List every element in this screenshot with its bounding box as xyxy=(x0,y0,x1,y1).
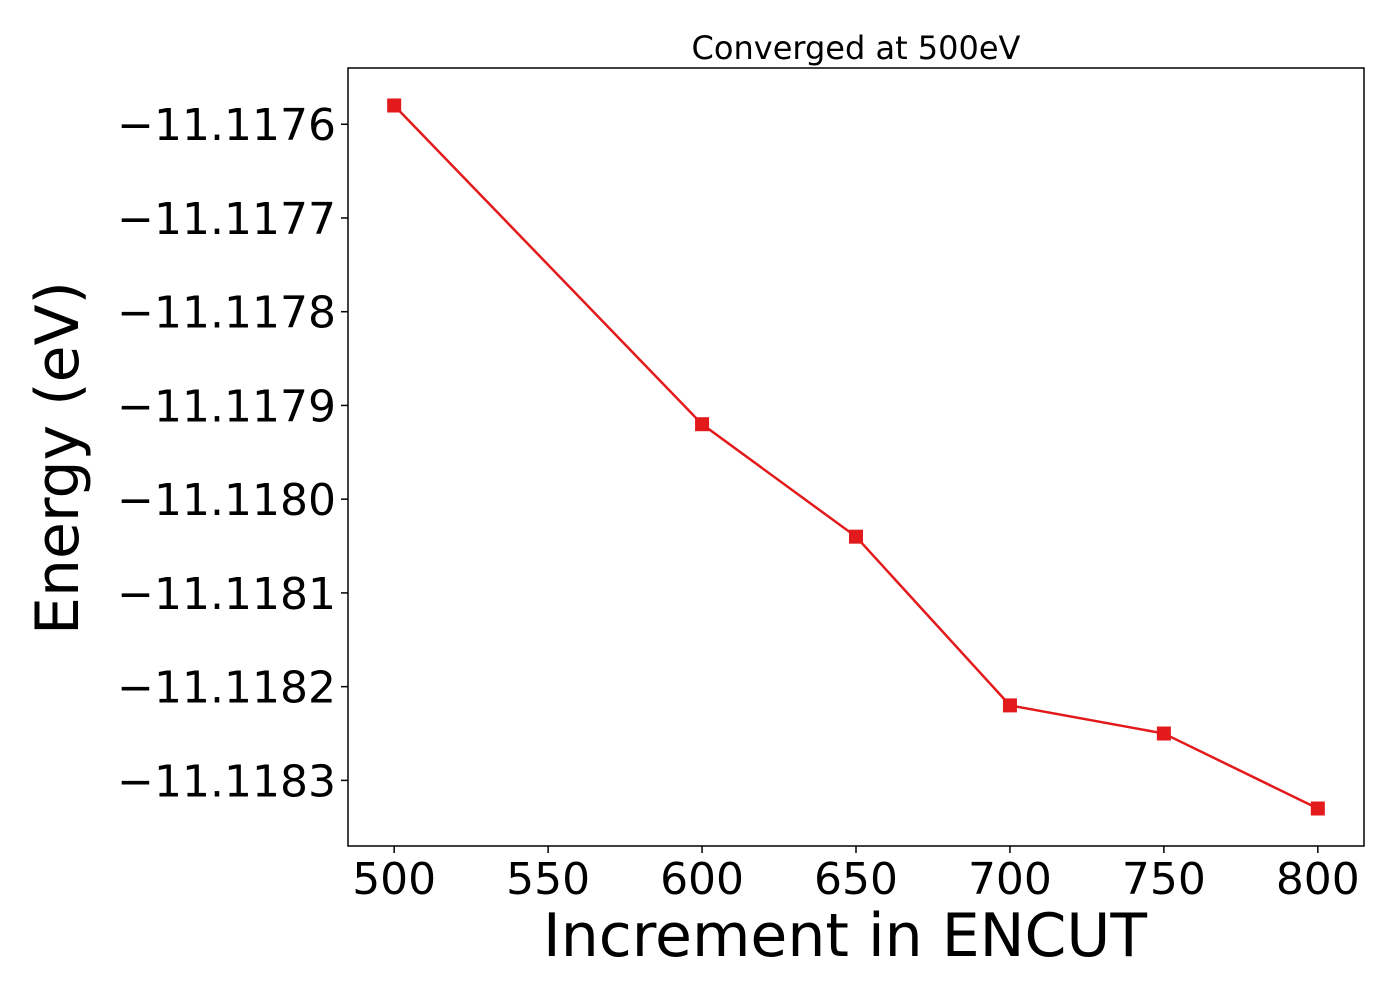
y-tick-label: −11.1176 xyxy=(117,100,336,151)
series-line xyxy=(393,104,1319,810)
data-point-marker xyxy=(387,98,402,113)
x-tick-label: 700 xyxy=(968,854,1052,905)
x-tick-label: 550 xyxy=(506,854,590,905)
plot-area-frame xyxy=(347,67,1365,847)
x-axis: 500 550 600 650 700 750 800 xyxy=(352,846,1360,905)
data-point-marker xyxy=(695,417,710,432)
x-axis-title: Increment in ENCUT xyxy=(543,901,1147,971)
x-tick-label: 500 xyxy=(352,854,436,905)
y-tick-label: −11.1181 xyxy=(117,569,336,620)
data-point-marker xyxy=(1156,726,1171,741)
y-tick-label: −11.1178 xyxy=(117,288,336,339)
y-tick-label: −11.1183 xyxy=(117,756,336,807)
data-point-marker xyxy=(849,529,863,544)
x-tick-label: 750 xyxy=(1122,854,1206,905)
y-axis: −11.1176 −11.1177 −11.1178 −11.1179 −11.1180… xyxy=(117,100,348,807)
y-tick-label: −11.1179 xyxy=(117,381,336,432)
data-point-marker xyxy=(1310,801,1325,816)
x-tick-label: 800 xyxy=(1276,854,1360,905)
y-tick-label: −11.1180 xyxy=(117,475,336,526)
data-point-marker xyxy=(1002,698,1017,713)
x-tick-label: 600 xyxy=(660,854,744,905)
x-tick-label: 650 xyxy=(814,854,898,905)
series-layer xyxy=(387,98,1325,816)
y-tick-label: −11.1182 xyxy=(117,663,336,714)
y-tick-label: −11.1177 xyxy=(117,194,336,245)
y-axis-title: Energy (eV) xyxy=(23,281,93,635)
chart-title: Converged at 500eV xyxy=(692,29,1021,67)
